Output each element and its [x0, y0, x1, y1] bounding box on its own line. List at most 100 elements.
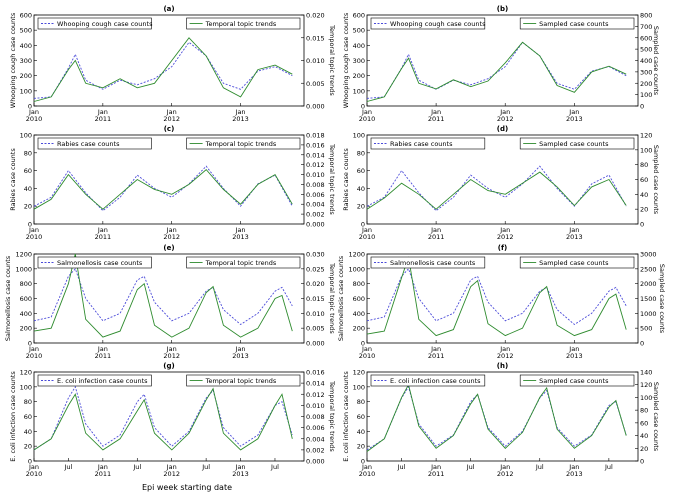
right-tick-label: 0.012: [306, 161, 325, 169]
x-tick-label: Jan: [361, 463, 372, 471]
legend-entry: Sampled case counts: [539, 259, 609, 267]
x-tick-label: Jul: [132, 463, 141, 471]
x-tick-year-label: 2012: [163, 470, 180, 478]
right-tick-label: 100: [640, 394, 652, 402]
left-tick-label: 300: [353, 57, 365, 65]
left-tick-label: 400: [353, 310, 365, 318]
x-tick-label: Jan: [235, 345, 246, 353]
legend-entry: Whooping cough case counts: [390, 20, 486, 28]
right-tick-label: 0.008: [306, 413, 325, 421]
x-tick-label: Jan: [361, 226, 372, 234]
right-tick-label: 500: [640, 46, 652, 54]
x-tick-year-label: 2011: [95, 470, 112, 478]
left-tick-label: 400: [20, 310, 32, 318]
right-tick-label: 2500: [640, 265, 657, 273]
x-tick-label: Jan: [28, 108, 39, 116]
left-tick-label: 20: [24, 203, 32, 211]
left-tick-label: 100: [20, 383, 32, 391]
left-tick-label: 20: [357, 443, 365, 451]
left-axis-label: Salmonellosis case counts: [337, 255, 345, 341]
x-tick-year-label: 2013: [566, 115, 583, 123]
legend-box: [370, 137, 486, 150]
left-tick-label: 0: [28, 221, 32, 229]
right-axis-label: Sampled case counts: [658, 264, 666, 334]
left-tick-label: 0: [361, 221, 365, 229]
left-tick-label: 0: [361, 458, 365, 466]
x-tick-year-label: 2012: [497, 115, 514, 123]
x-tick-label: Jan: [430, 463, 441, 471]
left-tick-label: 0: [361, 103, 365, 111]
x-tick-year-label: 2013: [566, 233, 583, 241]
left-tick-label: 40: [24, 185, 32, 193]
x-tick-label: Jan: [430, 226, 441, 234]
x-tick-label: Jan: [97, 463, 108, 471]
x-tick-year-label: 2011: [428, 352, 445, 360]
left-tick-label: 600: [20, 295, 32, 303]
left-tick-label: 80: [357, 149, 365, 157]
x-tick-year-label: 2012: [497, 470, 514, 478]
x-tick-year-label: 2012: [163, 352, 180, 360]
right-tick-label: 0.002: [306, 446, 325, 454]
legend-entry: Sampled case counts: [539, 140, 609, 148]
series-line-secondary: [366, 256, 627, 337]
right-tick-label: 80: [640, 161, 648, 169]
left-tick-label: 60: [24, 167, 32, 175]
legend-entry: Sampled case counts: [539, 20, 609, 28]
right-tick-label: 400: [640, 57, 652, 65]
panel-b: (b) 0 100 200 300 400 500 600 0 100 200 300 400 500 60…: [342, 5, 660, 123]
x-tick-label: Jul: [397, 463, 406, 471]
x-tick-label: Jan: [499, 226, 510, 234]
x-tick-label: Jan: [568, 345, 579, 353]
legend-box: [519, 374, 635, 387]
panel-h: (h) 0 20 40 60 80 100 120 0 20 40 60 80 100 120 140 E. c…: [342, 362, 660, 478]
legend-entry: Salmonellosis case counts: [57, 259, 143, 267]
left-tick-label: 80: [24, 398, 32, 406]
left-tick-label: 200: [353, 325, 365, 333]
x-tick-label: Jan: [499, 108, 510, 116]
x-tick-year-label: 2012: [163, 233, 180, 241]
right-tick-label: 0.005: [306, 80, 325, 88]
right-tick-label: 600: [640, 34, 652, 42]
left-tick-label: 600: [353, 12, 365, 20]
legend-box: [186, 256, 301, 269]
left-tick-label: 1200: [15, 251, 32, 259]
x-tick-label: Jan: [499, 463, 510, 471]
left-axis-label: Salmonellosis case counts: [4, 255, 12, 341]
right-tick-label: 20: [640, 206, 648, 214]
right-tick-label: 0.000: [306, 340, 325, 348]
x-tick-year-label: 2011: [95, 352, 112, 360]
left-tick-label: 0: [28, 103, 32, 111]
left-tick-label: 500: [353, 27, 365, 35]
left-tick-label: 40: [357, 185, 365, 193]
legend-box: [370, 17, 486, 30]
x-tick-label: Jan: [235, 226, 246, 234]
right-tick-label: 20: [640, 445, 648, 453]
x-tick-year-label: 2011: [428, 233, 445, 241]
panel-label: (g): [163, 362, 174, 370]
left-tick-label: 800: [353, 280, 365, 288]
right-tick-label: 700: [640, 23, 652, 31]
x-tick-year-label: 2012: [497, 233, 514, 241]
x-tick-label: Jan: [568, 108, 579, 116]
x-tick-label: Jan: [361, 108, 372, 116]
legend-entry: Rabies case counts: [57, 140, 120, 148]
legend-entry: Temporal topic trends: [205, 377, 277, 385]
left-tick-label: 100: [353, 87, 365, 95]
x-tick-year-label: 2010: [26, 115, 43, 123]
right-tick-label: 0.004: [306, 435, 325, 443]
right-tick-label: 300: [640, 68, 652, 76]
panel-label: (e): [163, 244, 174, 252]
legend-entry: Salmonellosis case counts: [390, 259, 476, 267]
right-tick-label: 200: [640, 80, 652, 88]
right-tick-label: 0.012: [306, 391, 325, 399]
right-tick-label: 0.016: [306, 369, 325, 377]
x-tick-year-label: 2010: [359, 352, 376, 360]
series-line-reported: [366, 267, 627, 326]
x-tick-label: Jan: [28, 463, 39, 471]
legend-box: [370, 374, 486, 387]
panel-label: (f): [498, 244, 507, 252]
left-tick-label: 40: [357, 428, 365, 436]
legend-entry: Temporal topic trends: [205, 20, 277, 28]
series-line-reported: [33, 165, 293, 212]
right-tick-label: 100: [640, 146, 652, 154]
